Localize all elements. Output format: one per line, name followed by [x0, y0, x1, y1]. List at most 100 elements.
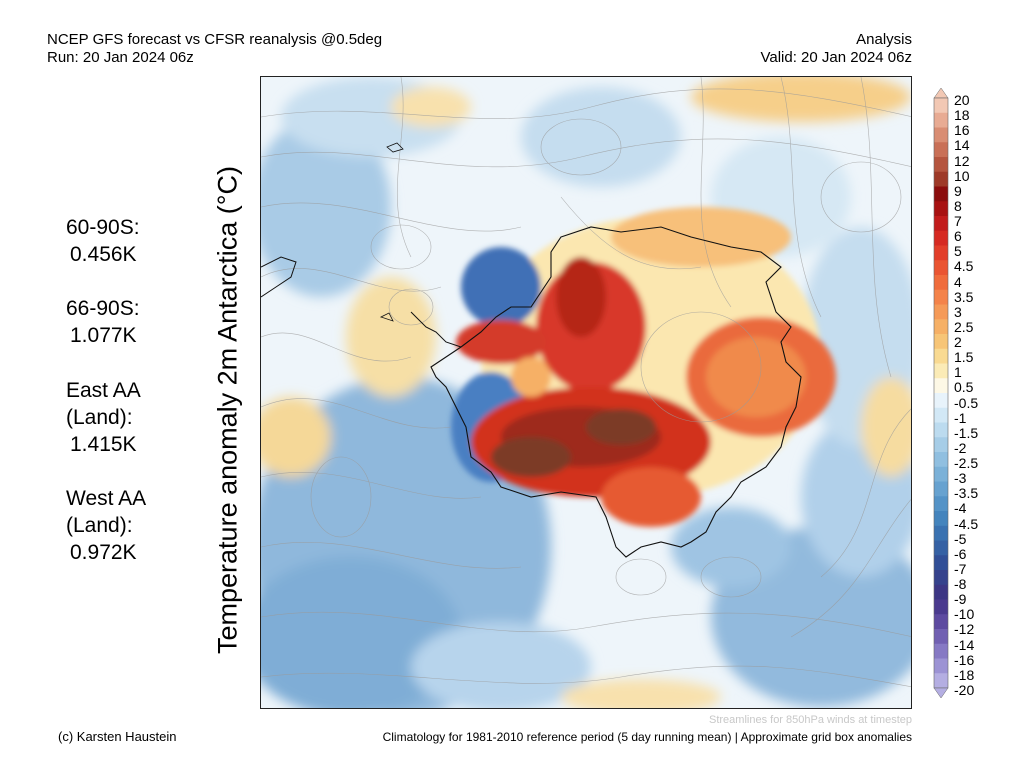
- anomaly-blob: [411, 622, 591, 708]
- streamlines: [261, 77, 911, 687]
- colorbar-swatch: [934, 437, 948, 453]
- colorbar-swatch: [934, 157, 948, 173]
- anomaly-blob: [556, 257, 606, 337]
- streamline-note: Streamlines for 850hPa winds at timestep: [709, 714, 912, 726]
- colorbar-tick-label: -16: [954, 651, 975, 668]
- stat-east-aa: East AA (Land): 1.415K: [66, 377, 141, 458]
- colorbar-tick-label: -12: [954, 621, 975, 638]
- anomaly-blob: [586, 409, 656, 445]
- colorbar-extend-top: [933, 87, 949, 99]
- anomaly-blob: [671, 507, 791, 587]
- anomaly-blob: [521, 87, 681, 187]
- colorbar-swatch: [934, 629, 948, 645]
- colorbar-swatch: [934, 407, 948, 423]
- colorbar-tick-label: 1: [954, 364, 962, 381]
- colorbar: [930, 87, 952, 705]
- anomaly-blob: [261, 557, 461, 708]
- valid-time-label: Valid: 20 Jan 2024 06z: [760, 49, 912, 66]
- colorbar-tick-label: 12: [954, 152, 970, 169]
- colorbar-swatch: [934, 378, 948, 394]
- colorbar-tick-label: -4.5: [954, 515, 979, 532]
- colorbar-swatch: [934, 570, 948, 586]
- colorbar-swatch: [934, 393, 948, 409]
- anomaly-blob: [706, 337, 806, 417]
- stat-west-aa: West AA (Land): 0.972K: [66, 485, 146, 566]
- colorbar-swatch: [934, 584, 948, 600]
- colorbar-swatch: [934, 363, 948, 379]
- colorbar-swatch: [934, 142, 948, 158]
- colorbar-swatch: [934, 348, 948, 364]
- colorbar-tick-label: 18: [954, 107, 970, 124]
- colorbar-tick-label: 9: [954, 182, 962, 199]
- colorbar-tick-label: -9: [954, 591, 967, 608]
- colorbar-tick-label: 2.5: [954, 318, 974, 335]
- stat-label: 60-90S:: [66, 216, 140, 239]
- colorbar-swatch: [934, 496, 948, 512]
- colorbar-swatch: [934, 260, 948, 276]
- stat-label: (Land):: [66, 406, 133, 429]
- colorbar-tick-label: 4.5: [954, 258, 974, 275]
- map-ylabel: Temperature anomaly 2m Antarctica (°C): [212, 166, 243, 654]
- colorbar-tick-label: 5: [954, 243, 962, 260]
- title-line-2: Run: 20 Jan 2024 06z: [47, 49, 194, 66]
- colorbar-swatch: [934, 275, 948, 291]
- colorbar-swatch: [934, 289, 948, 305]
- stat-value: 1.415K: [70, 433, 137, 456]
- colorbar-tick-label: -14: [954, 636, 975, 653]
- antarctic-peninsula: [410, 311, 462, 348]
- stat-label: 66-90S:: [66, 297, 140, 320]
- colorbar-tick-label: -5: [954, 530, 967, 547]
- antarctica-coastline: [430, 226, 802, 558]
- anomaly-blob: [261, 397, 331, 477]
- colorbar-tick-label: -3.5: [954, 485, 979, 502]
- colorbar-tick-label: 10: [954, 167, 970, 184]
- anomaly-map: [260, 76, 912, 709]
- colorbar-swatch: [934, 599, 948, 615]
- colorbar-swatch: [934, 127, 948, 143]
- colorbar-tick-label: -2: [954, 439, 967, 456]
- anomaly-blob: [461, 247, 541, 327]
- colorbar-swatch: [934, 658, 948, 674]
- colorbar-swatch: [934, 525, 948, 541]
- colorbar-swatch: [934, 245, 948, 261]
- colorbar-tick-label: 3.5: [954, 288, 974, 305]
- colorbar-tick-label: -20: [954, 682, 975, 698]
- colorbar-tick-label: 4: [954, 273, 962, 290]
- colorbar-swatch: [934, 511, 948, 527]
- colorbar-swatch: [934, 216, 948, 232]
- colorbar-swatch: [934, 230, 948, 246]
- colorbar-swatch: [934, 319, 948, 335]
- colorbar-tick-label: -10: [954, 606, 975, 623]
- colorbar-swatch: [934, 643, 948, 659]
- stat-66-90s: 66-90S: 1.077K: [66, 295, 140, 349]
- colorbar-swatch: [934, 466, 948, 482]
- colorbar-swatch: [934, 673, 948, 689]
- anomaly-blob: [491, 437, 571, 477]
- colorbar-swatch: [934, 98, 948, 114]
- colorbar-tick-label: -2.5: [954, 455, 979, 472]
- south-america-tip: [261, 256, 297, 298]
- colorbar-tick-label: -1.5: [954, 424, 979, 441]
- colorbar-extend-bottom: [933, 687, 949, 699]
- anomaly-blob: [611, 207, 791, 267]
- colorbar-tick-label: -6: [954, 545, 967, 562]
- colorbar-swatch: [934, 540, 948, 556]
- colorbar-swatch: [934, 422, 948, 438]
- colorbar-swatch: [934, 555, 948, 571]
- analysis-label: Analysis: [856, 31, 912, 48]
- map-title: NCEP GFS forecast vs CFSR reanalysis @0.…: [47, 31, 382, 67]
- colorbar-tick-label: -7: [954, 560, 967, 577]
- colorbar-tick-label: 1.5: [954, 349, 974, 366]
- stat-label: West AA: [66, 487, 147, 510]
- colorbar-tick-label: 0.5: [954, 379, 974, 396]
- colorbar-tick-label: 16: [954, 122, 970, 139]
- colorbar-tick-label: -3: [954, 470, 967, 487]
- colorbar-tick-label: 6: [954, 228, 962, 245]
- colorbar-swatch: [934, 481, 948, 497]
- colorbar-swatch: [934, 452, 948, 468]
- anomaly-blob: [346, 277, 436, 397]
- colorbar-tick-label: -18: [954, 666, 975, 683]
- anomaly-blob: [691, 77, 911, 122]
- colorbar-swatch: [934, 201, 948, 217]
- credit: (c) Karsten Haustein: [58, 729, 177, 744]
